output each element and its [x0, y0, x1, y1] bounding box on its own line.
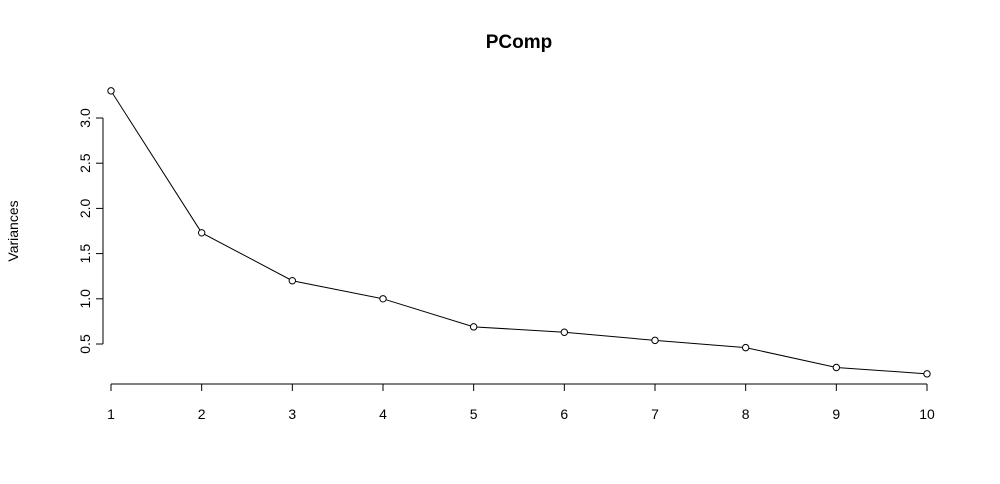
x-tick-label: 1	[107, 406, 115, 422]
y-tick-label: 2.5	[77, 153, 93, 173]
data-point	[288, 277, 297, 285]
data-point	[651, 336, 659, 345]
y-tick-label: 1.5	[77, 244, 93, 264]
data-point	[469, 323, 478, 331]
series-line	[110, 90, 928, 375]
data-point	[197, 229, 206, 237]
x-tick-label: 3	[288, 406, 296, 422]
x-tick-label: 5	[470, 406, 478, 422]
y-tick-label: 1.0	[77, 289, 93, 309]
x-tick-label: 4	[379, 406, 387, 422]
plot-area	[107, 87, 931, 378]
y-tick-label: 2.0	[77, 198, 93, 218]
data-point	[741, 343, 750, 352]
data-point	[832, 363, 841, 372]
chart-title: PComp	[486, 32, 553, 53]
y-axis-label: Variances	[5, 200, 21, 261]
y-axis: 0.5 1.0 1.5 2.0 2.5 3.0	[77, 108, 104, 354]
x-tick-label: 6	[560, 406, 568, 422]
data-point	[379, 295, 387, 303]
data-point	[107, 87, 115, 95]
x-tick-label: 9	[832, 406, 840, 422]
data-point	[923, 370, 931, 378]
x-tick-label: 10	[919, 406, 935, 422]
x-tick-label: 8	[742, 406, 750, 422]
data-point	[560, 328, 569, 336]
y-tick-label: 3.0	[77, 108, 93, 128]
x-axis: 1 2 3 4 5 6 7 8 9 10	[107, 383, 935, 422]
x-tick-label: 2	[198, 406, 206, 422]
y-tick-label: 0.5	[77, 334, 93, 354]
x-tick-label: 7	[651, 406, 659, 422]
